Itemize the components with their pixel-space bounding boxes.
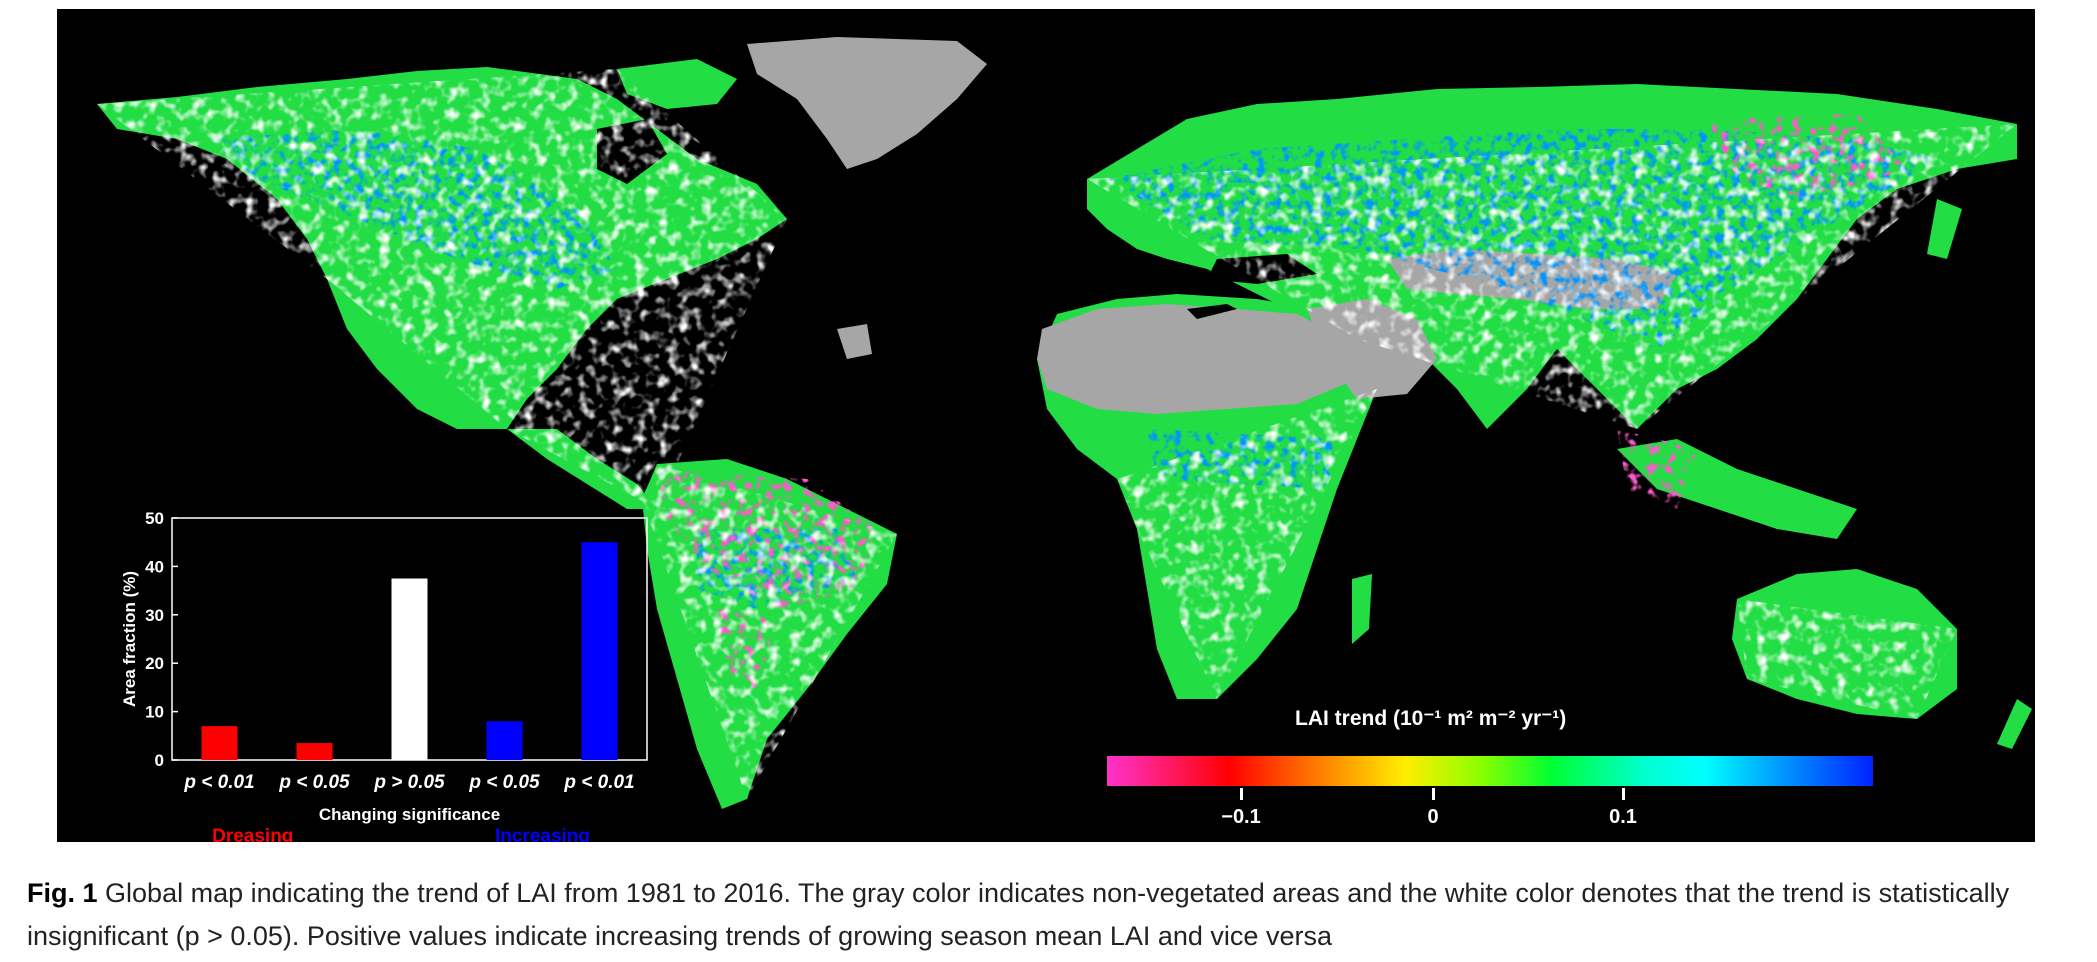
bar: [486, 721, 523, 760]
colorbar-tick-label: 0: [1427, 806, 1439, 828]
lai-trend-colorbar: [1107, 756, 1873, 786]
greenland: [747, 37, 987, 169]
x-tick-label: p < 0.01: [183, 772, 254, 793]
colorbar-tick: [1622, 788, 1625, 800]
group-label-decreasing: Dreasing: [212, 826, 293, 842]
x-tick-label: p < 0.05: [468, 772, 540, 793]
sahara-desert: [1037, 304, 1357, 414]
colorbar-tick: [1432, 788, 1435, 800]
colorbar-title: LAI trend (10⁻¹ m² m⁻² yr⁻¹): [1295, 707, 1567, 730]
y-tick-label: 10: [145, 703, 164, 722]
x-tick-label: p < 0.01: [563, 772, 634, 793]
y-tick-label: 50: [145, 509, 164, 528]
caption-text: Global map indicating the trend of LAI f…: [27, 878, 2010, 951]
x-tick-label: p > 0.05: [373, 772, 445, 793]
world-lai-trend-map: [97, 37, 2032, 809]
caption-label: Fig. 1: [27, 878, 98, 908]
x-tick-label: p < 0.05: [278, 772, 350, 793]
y-tick-label: 0: [155, 751, 164, 770]
y-tick-label: 40: [145, 557, 164, 576]
figure-panel: 0 10 20 30 40 50 Area fraction (%) p < 0.01 p < …: [57, 9, 2035, 842]
group-label-increasing: Increasing: [495, 826, 590, 842]
bar: [581, 542, 618, 760]
bar: [391, 578, 428, 760]
bar: [201, 726, 238, 760]
colorbar-tick-label: 0.1: [1609, 806, 1637, 828]
y-axis-title: Area fraction (%): [120, 571, 139, 707]
y-tick-label: 20: [145, 654, 164, 673]
x-axis-title: Changing significance: [319, 805, 500, 824]
colorbar-tick-label: −0.1: [1221, 806, 1261, 828]
colorbar-tick: [1240, 788, 1243, 800]
figure-caption: Fig. 1 Global map indicating the trend o…: [27, 872, 2087, 958]
area-fraction-bar-chart: 0 10 20 30 40 50 Area fraction (%) p < 0.01 p < …: [117, 504, 672, 842]
bar: [296, 743, 333, 760]
y-tick-label: 30: [145, 606, 164, 625]
